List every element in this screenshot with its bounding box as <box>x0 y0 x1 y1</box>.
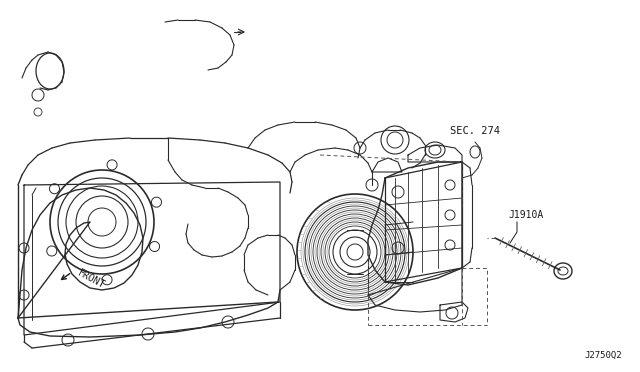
Text: SEC. 274: SEC. 274 <box>450 126 500 136</box>
Text: FRONT: FRONT <box>76 268 107 291</box>
Text: J2750Q2: J2750Q2 <box>584 351 622 360</box>
Text: J1910A: J1910A <box>508 210 543 220</box>
